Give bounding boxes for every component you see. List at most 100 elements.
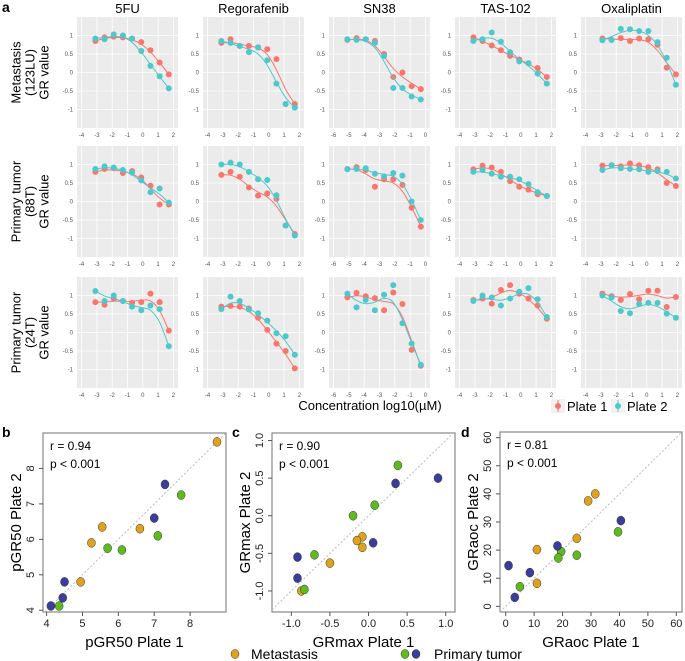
plate1-point bbox=[273, 56, 280, 63]
x-tick-label: -2 bbox=[236, 133, 242, 139]
y-tick-label: 0.5 bbox=[443, 312, 452, 318]
y-tick-label: -1 bbox=[320, 237, 326, 243]
plate1-point bbox=[92, 299, 99, 306]
plate2-point bbox=[608, 36, 615, 43]
y-tick-label: 1 bbox=[196, 294, 200, 300]
plate1-point bbox=[488, 42, 495, 49]
x-tick-label: -1 bbox=[407, 133, 413, 139]
plate2-point bbox=[110, 31, 117, 38]
plate2-point bbox=[408, 93, 415, 100]
y-tick-label: 50 bbox=[482, 460, 494, 472]
plate1-point bbox=[507, 282, 514, 289]
plate1-point bbox=[497, 168, 504, 175]
x-tick-label: -4 bbox=[205, 393, 211, 399]
primary_green-point bbox=[310, 550, 319, 560]
x-tick-label: 1 bbox=[156, 393, 160, 399]
x-tick-label: -2 bbox=[614, 393, 620, 399]
x-tick-label: -4 bbox=[362, 262, 368, 268]
y-tick-label: 1 bbox=[448, 163, 452, 169]
x-tick-label: 0 bbox=[267, 393, 271, 399]
y-axis-label: GRmax Plate 2 bbox=[237, 472, 254, 574]
plate2-point bbox=[273, 80, 280, 87]
y-tick-label: -0.5 bbox=[315, 218, 326, 224]
metastasis-point bbox=[135, 523, 145, 534]
x-axis-label: Concentration log10(µM) bbox=[298, 398, 441, 413]
plate2-point bbox=[282, 100, 289, 107]
plate1-point bbox=[672, 293, 679, 300]
primary_blue-point bbox=[504, 560, 513, 571]
plate2-point bbox=[119, 298, 126, 305]
panel-label-c: c bbox=[232, 424, 240, 440]
y-tick-label: 1.0 bbox=[254, 433, 266, 448]
plate2-point bbox=[110, 164, 117, 171]
correlation-annotation: r = 0.90 bbox=[279, 439, 320, 453]
plate2-point bbox=[218, 38, 225, 45]
x-tick-label: 0 bbox=[141, 262, 145, 268]
x-tick-label: -4 bbox=[362, 393, 368, 399]
x-tick-label: 0 bbox=[424, 262, 428, 268]
plate2-point bbox=[645, 299, 652, 306]
plate2-point bbox=[390, 85, 397, 92]
plate2-point bbox=[129, 169, 136, 176]
plate2-point bbox=[119, 167, 126, 174]
plate2-point bbox=[227, 159, 234, 166]
x-tick-label: -2 bbox=[488, 133, 494, 139]
identity-line bbox=[44, 432, 227, 613]
x-tick-label: 10 bbox=[528, 618, 540, 630]
y-tick-label: 1 bbox=[574, 163, 578, 169]
column-title: Oxaliplatin bbox=[601, 1, 662, 16]
plate2-point bbox=[672, 175, 679, 182]
plate1-point bbox=[236, 173, 243, 180]
x-tick-label: -5 bbox=[346, 393, 352, 399]
plate1-point bbox=[488, 300, 495, 307]
y-tick-label: -1 bbox=[572, 368, 578, 374]
plate1-point bbox=[273, 340, 280, 347]
x-tick-label: -1 bbox=[629, 133, 635, 139]
plate2-point bbox=[362, 165, 369, 172]
y-tick-label: 0 bbox=[196, 71, 200, 77]
x-tick-label: 1 bbox=[282, 262, 286, 268]
x-tick-label: -3 bbox=[598, 393, 604, 399]
metastasis-point bbox=[325, 558, 335, 568]
plate1-point bbox=[264, 46, 271, 53]
x-tick-label: -3 bbox=[220, 262, 226, 268]
plate1-point bbox=[399, 301, 406, 308]
y-tick-label: 0 bbox=[448, 200, 452, 206]
x-tick-label: -4 bbox=[79, 133, 85, 139]
x-tick-label: -3 bbox=[220, 393, 226, 399]
x-tick-label: -1 bbox=[125, 133, 131, 139]
plate1-point bbox=[138, 299, 145, 306]
metastasis-point bbox=[572, 533, 582, 544]
dose-response-panel: -4 -3 -2 -1 0 1 2 -1 -0.5 0 0.5 1 bbox=[63, 17, 178, 139]
primary_green-point bbox=[300, 584, 309, 595]
plate2-point bbox=[599, 37, 606, 44]
plate2-point bbox=[353, 36, 360, 43]
dose-response-panel: -4 -3 -2 -1 0 1 2 -1 -0.5 0 0.5 1 bbox=[189, 17, 304, 139]
plate2-point bbox=[608, 162, 615, 169]
plate2-point bbox=[282, 222, 289, 229]
x-tick-label: 0 bbox=[141, 393, 145, 399]
plate2-point bbox=[273, 330, 280, 337]
plate1-point bbox=[626, 291, 633, 298]
plate2-point bbox=[663, 168, 670, 175]
dose-response-panel: -4 -3 -2 -1 0 1 2 -1 -0.5 0 0.5 1 bbox=[441, 17, 556, 139]
y-axis-label: GRaoc Plate 2 bbox=[465, 473, 482, 571]
y-tick-label: -0.5 bbox=[315, 349, 326, 355]
plate1-point bbox=[353, 289, 360, 296]
plate2-point bbox=[156, 306, 163, 313]
plate2-point bbox=[470, 298, 477, 305]
primary_green-point bbox=[572, 550, 582, 560]
plate2-point bbox=[654, 39, 661, 46]
x-tick-label: 1 bbox=[534, 262, 538, 268]
column-title: TAS-102 bbox=[480, 1, 530, 16]
x-tick-label: -3 bbox=[94, 262, 100, 268]
y-tick-label: 0 bbox=[574, 331, 578, 337]
plate1-point bbox=[534, 65, 541, 72]
x-tick-label: -3 bbox=[94, 133, 100, 139]
plate2-point bbox=[165, 343, 172, 350]
plate1-point bbox=[645, 36, 652, 43]
plate1-point bbox=[236, 303, 243, 310]
plate2-point bbox=[479, 292, 486, 299]
plate2-point bbox=[255, 176, 262, 183]
y-tick-label: 0.5 bbox=[191, 181, 200, 187]
